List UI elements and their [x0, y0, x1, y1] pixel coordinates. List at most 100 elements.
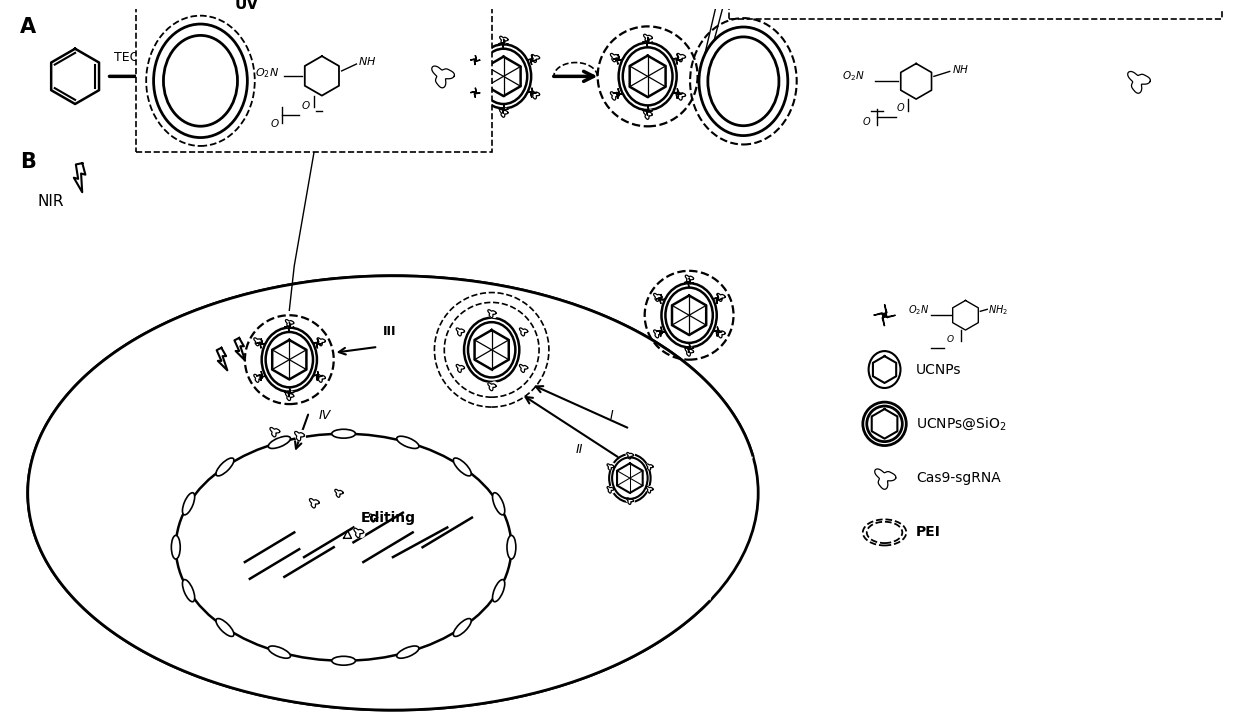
Circle shape — [472, 57, 477, 62]
Circle shape — [295, 432, 303, 439]
Circle shape — [610, 489, 615, 493]
Circle shape — [500, 110, 507, 116]
Circle shape — [289, 319, 295, 325]
Circle shape — [455, 328, 460, 332]
Polygon shape — [335, 490, 343, 498]
Circle shape — [321, 340, 326, 345]
Circle shape — [689, 348, 694, 353]
Polygon shape — [531, 55, 539, 62]
Ellipse shape — [397, 437, 419, 449]
Text: $O$: $O$ — [301, 99, 311, 111]
Ellipse shape — [708, 37, 779, 126]
Polygon shape — [487, 309, 496, 317]
Polygon shape — [306, 57, 341, 96]
Polygon shape — [295, 432, 305, 441]
Ellipse shape — [268, 437, 290, 449]
Polygon shape — [653, 330, 662, 338]
Polygon shape — [317, 35, 330, 47]
Circle shape — [314, 502, 320, 508]
Circle shape — [531, 55, 536, 59]
Circle shape — [615, 52, 620, 58]
Ellipse shape — [661, 283, 717, 348]
Circle shape — [689, 278, 694, 283]
Circle shape — [393, 74, 405, 87]
Circle shape — [615, 56, 620, 62]
Polygon shape — [348, 52, 361, 65]
Ellipse shape — [182, 579, 195, 602]
Text: Cas9-sgRNA: Cas9-sgRNA — [916, 471, 1001, 485]
Circle shape — [520, 365, 523, 369]
Polygon shape — [717, 330, 725, 338]
Polygon shape — [874, 469, 895, 489]
Text: III: III — [383, 325, 397, 338]
Polygon shape — [317, 374, 325, 382]
Circle shape — [681, 95, 686, 100]
Text: NIR: NIR — [37, 195, 64, 209]
Polygon shape — [630, 55, 666, 97]
Circle shape — [467, 91, 472, 95]
Polygon shape — [310, 498, 319, 508]
Circle shape — [382, 68, 393, 79]
Circle shape — [532, 91, 538, 98]
Ellipse shape — [492, 579, 505, 602]
Circle shape — [646, 487, 650, 490]
Circle shape — [299, 431, 305, 437]
Ellipse shape — [262, 327, 317, 392]
Circle shape — [503, 35, 508, 41]
Polygon shape — [51, 49, 99, 104]
Polygon shape — [656, 327, 666, 337]
Ellipse shape — [332, 429, 356, 438]
Circle shape — [294, 432, 299, 437]
Circle shape — [520, 365, 527, 371]
Circle shape — [472, 90, 477, 95]
Circle shape — [253, 338, 258, 342]
Ellipse shape — [467, 322, 516, 378]
Polygon shape — [626, 452, 634, 459]
Circle shape — [456, 365, 464, 371]
Polygon shape — [672, 296, 707, 335]
Circle shape — [455, 365, 460, 369]
Polygon shape — [467, 91, 476, 99]
Circle shape — [653, 294, 657, 298]
Circle shape — [339, 488, 343, 494]
Polygon shape — [456, 328, 465, 336]
Circle shape — [717, 294, 720, 298]
Circle shape — [608, 487, 613, 492]
Text: UV: UV — [236, 0, 259, 12]
Circle shape — [310, 499, 317, 507]
Circle shape — [258, 373, 263, 379]
Ellipse shape — [27, 276, 758, 710]
Circle shape — [657, 293, 663, 298]
Polygon shape — [181, 57, 216, 96]
Polygon shape — [257, 338, 267, 348]
Polygon shape — [288, 88, 299, 100]
Polygon shape — [27, 276, 753, 710]
Circle shape — [645, 111, 651, 118]
Circle shape — [686, 276, 692, 282]
Ellipse shape — [464, 318, 520, 382]
Text: $NH$: $NH$ — [951, 63, 968, 75]
Polygon shape — [353, 528, 363, 538]
Circle shape — [492, 309, 497, 314]
Circle shape — [630, 454, 634, 459]
Text: UCNPs: UCNPs — [916, 363, 962, 376]
Circle shape — [627, 453, 632, 458]
Ellipse shape — [867, 406, 903, 442]
Text: $O_2N$: $O_2N$ — [254, 66, 279, 80]
Circle shape — [720, 296, 725, 301]
Circle shape — [681, 52, 687, 58]
Circle shape — [650, 466, 653, 470]
Circle shape — [520, 328, 523, 332]
Circle shape — [531, 91, 536, 95]
Circle shape — [644, 34, 647, 39]
Polygon shape — [613, 54, 624, 65]
Circle shape — [321, 377, 326, 382]
Circle shape — [615, 91, 620, 97]
Polygon shape — [520, 365, 528, 373]
Text: A: A — [20, 17, 36, 37]
Circle shape — [650, 486, 653, 490]
Ellipse shape — [397, 646, 419, 658]
Circle shape — [1130, 73, 1147, 90]
Circle shape — [430, 67, 443, 79]
Circle shape — [677, 92, 684, 99]
